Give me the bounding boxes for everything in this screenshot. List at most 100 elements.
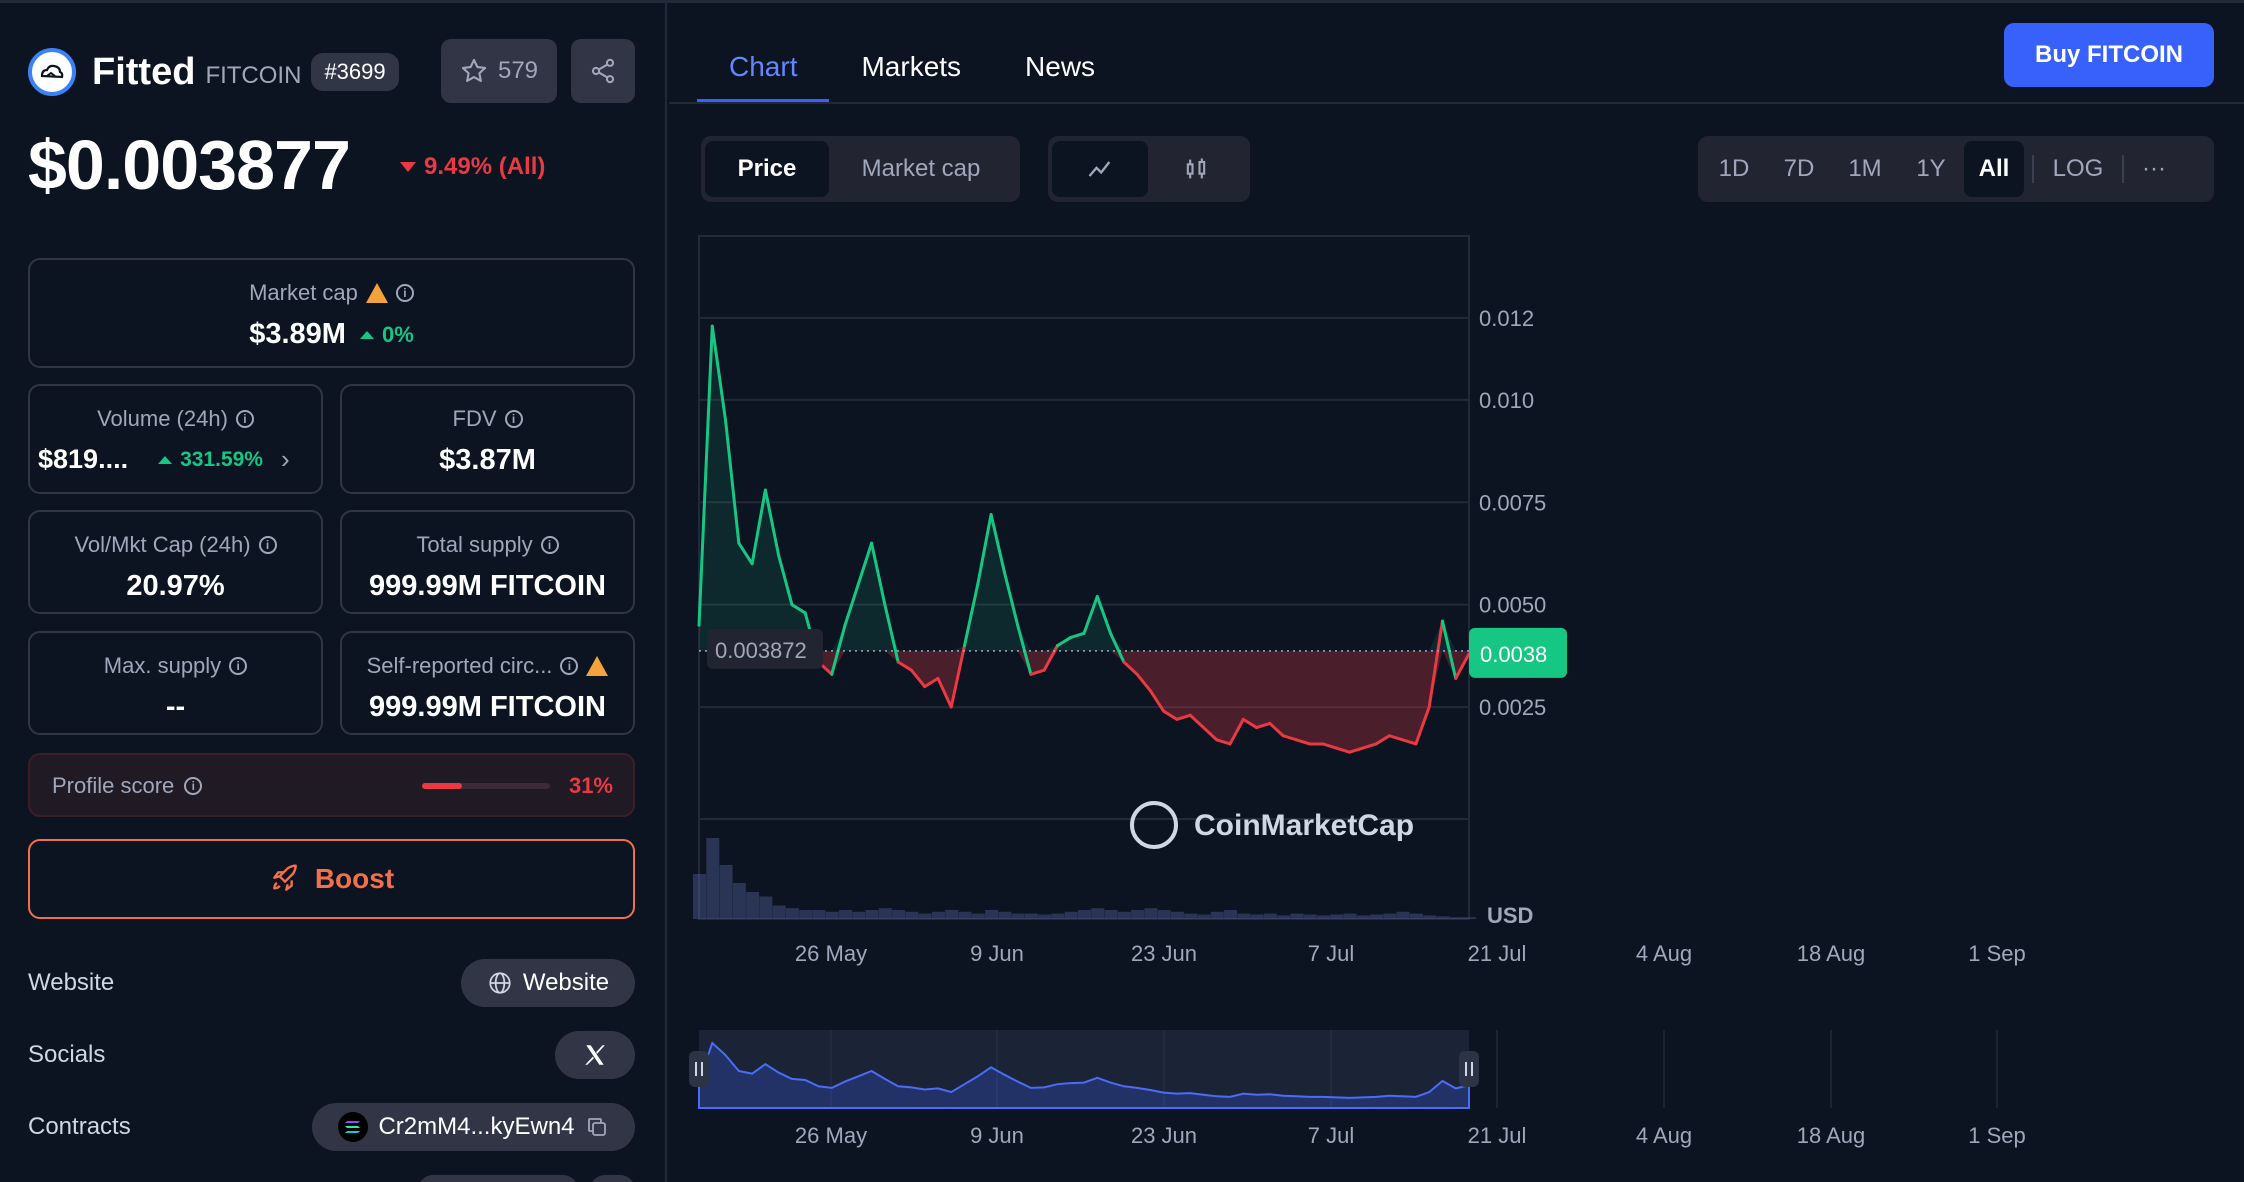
info-icon[interactable]: i (235, 410, 254, 428)
copy-icon[interactable] (585, 1115, 609, 1139)
baseline-label-bg (707, 628, 823, 669)
navigator-background (699, 1030, 1469, 1108)
vol-mkt-label: Vol/Mkt Cap (24h) (74, 532, 251, 557)
buy-button[interactable]: Buy FITCOIN (2004, 23, 2214, 87)
current-price-badge (1469, 627, 1567, 678)
volume-bar (958, 911, 972, 919)
watchlist-button[interactable]: 579 (441, 39, 557, 103)
tab-chart[interactable]: Chart (697, 43, 830, 103)
price-toggle[interactable]: Price (705, 141, 829, 197)
info-icon[interactable]: i (229, 657, 248, 675)
price-line-segment (843, 582, 860, 627)
line-chart-button[interactable] (1052, 141, 1148, 197)
volume-bar (1011, 913, 1025, 919)
volume-bar (1409, 913, 1423, 919)
more-pill-2[interactable] (590, 1175, 635, 1182)
price-line-segment (896, 660, 913, 672)
volume-bar (1091, 908, 1105, 919)
price-line-segment (936, 676, 953, 709)
share-button[interactable] (571, 39, 635, 103)
price-line-segment (1268, 721, 1285, 738)
max-supply-value: -- (165, 691, 186, 723)
volume-bar (1170, 911, 1184, 919)
more-options-button[interactable]: ··· (2142, 155, 2166, 182)
info-icon[interactable]: i (560, 657, 579, 675)
coin-sidebar: Fitted FITCOIN #3699 579 $0.003877 9.49%… (0, 3, 667, 1182)
price-chart[interactable]: 0.012 0.010 0.0075 0.0050 0.0025 0.003872 0.00… (669, 3, 2244, 1182)
tab-markets[interactable]: Markets (861, 51, 962, 82)
price-line-segment (909, 668, 927, 689)
metric-toggle: Price Market cap (701, 136, 1020, 202)
coin-name: Fitted (92, 50, 196, 93)
warning-icon (586, 656, 609, 676)
volume-bar (1078, 910, 1091, 919)
price-line-segment (1122, 660, 1139, 676)
main-tabs: Chart Markets News (697, 43, 1127, 103)
price-line-segment (1055, 635, 1073, 648)
profile-score[interactable]: Profile score i 31% (28, 753, 635, 817)
info-icon[interactable]: i (540, 536, 559, 554)
y-tick-label: 0.0050 (1479, 593, 1546, 618)
volume-bar (1356, 915, 1370, 919)
y-tick-label: 0.012 (1479, 306, 1534, 331)
tab-news[interactable]: News (1025, 51, 1096, 82)
range-1y[interactable]: 1Y (1916, 155, 1946, 182)
price-line-segment (870, 541, 887, 607)
volume-card[interactable]: Volume (24h) i $819.... 331.59% › (28, 384, 323, 494)
price-line-segment (1281, 734, 1298, 742)
volume-bar (1463, 917, 1476, 919)
price-line-segment (1069, 631, 1086, 639)
range-1m[interactable]: 1M (1848, 155, 1882, 182)
info-icon[interactable]: i (395, 284, 414, 302)
solana-icon (338, 1112, 369, 1142)
price-line-segment (1294, 738, 1312, 746)
price-line-segment (963, 582, 980, 648)
price-line-segment (1427, 619, 1444, 709)
area-below-baseline (699, 650, 1469, 753)
navigator-x-tick-label: 18 Aug (1797, 1123, 1866, 1148)
price-line-segment (1175, 713, 1192, 721)
circ-supply-card: Self-reported circ... i 999.99M FITCOIN (340, 631, 635, 735)
boost-button[interactable]: Boost (28, 839, 635, 919)
y-unit-label: USD (1487, 903, 1533, 928)
log-toggle[interactable]: LOG (2052, 155, 2104, 182)
range-7d[interactable]: 7D (1783, 155, 1815, 182)
current-price: $0.003877 (28, 126, 351, 204)
price-line-segment (1188, 713, 1205, 730)
info-icon[interactable]: i (258, 536, 277, 554)
volume-bar (1117, 911, 1131, 919)
profile-score-label: Profile score (52, 773, 175, 798)
volume-bar (1290, 913, 1304, 919)
more-pill[interactable] (418, 1175, 578, 1182)
x-social-button[interactable] (555, 1031, 635, 1079)
boost-label: Boost (314, 863, 395, 894)
total-supply-value: 999.99M FITCOIN (369, 570, 606, 602)
price-line-segment (1029, 668, 1046, 676)
max-supply-label: Max. supply (103, 653, 222, 678)
volume-bar (865, 910, 879, 919)
navigator-x-tick-label: 4 Aug (1636, 1123, 1692, 1148)
volume-bar (918, 913, 932, 919)
info-icon[interactable]: i (184, 777, 203, 795)
contract-button[interactable]: Cr2mM4...kyEwn4 (312, 1103, 635, 1151)
candlestick-button[interactable] (1148, 141, 1244, 197)
price-line-segment (923, 676, 940, 689)
website-button[interactable]: Website (461, 959, 635, 1007)
price-line-segment (1374, 734, 1391, 746)
navigator-x-tick-label: 1 Sep (1968, 1123, 2026, 1148)
info-icon[interactable]: i (504, 410, 523, 428)
watchlist-count: 579 (497, 57, 539, 84)
volume-bar (812, 910, 826, 919)
caret-down-icon (400, 162, 416, 172)
price-line-segment (949, 644, 967, 709)
range-all[interactable]: All (1964, 141, 2024, 197)
market-cap-toggle[interactable]: Market cap (861, 155, 981, 182)
volume-bar (1449, 917, 1463, 919)
total-supply-card: Total supply i 999.99M FITCOIN (340, 510, 635, 614)
navigator-handle (1459, 1051, 1479, 1087)
price-line-segment (883, 603, 900, 664)
area-above-baseline (699, 326, 1469, 651)
range-1d[interactable]: 1D (1718, 155, 1750, 182)
price-line-segment (724, 418, 741, 545)
